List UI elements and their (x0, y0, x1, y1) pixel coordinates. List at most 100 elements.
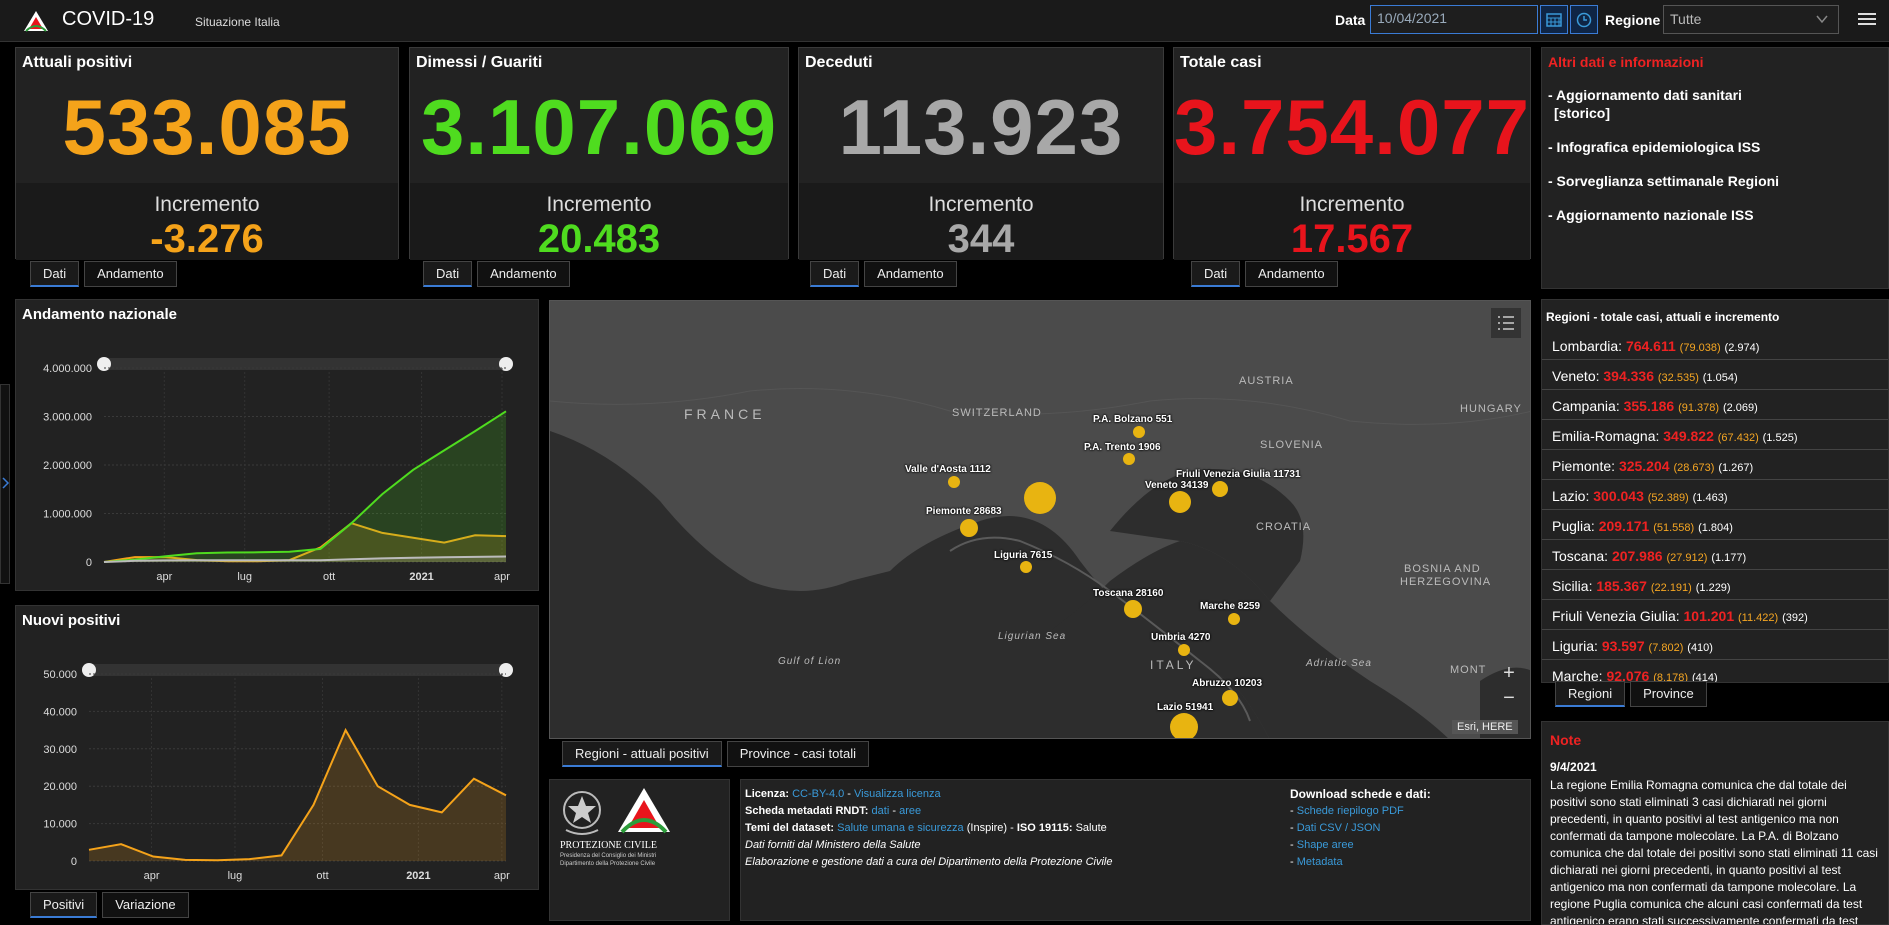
tab-regioni-attuali[interactable]: Regioni - attuali positivi (562, 741, 722, 767)
tab-province-totali[interactable]: Province - casi totali (726, 741, 870, 767)
range-slider-track[interactable] (89, 664, 506, 676)
card-increment-value: 344 (947, 217, 1015, 261)
region-row[interactable]: Friuli Venezia Giulia: 101.201 (11.422) … (1542, 600, 1888, 630)
map-dot-marche[interactable] (1228, 613, 1240, 625)
tab-andamento-attuali-positivi[interactable]: Andamento (84, 261, 177, 287)
map-dot-liguria[interactable] (1020, 561, 1032, 573)
region-select[interactable]: Tutte (1663, 5, 1839, 34)
metadata-aree-link[interactable]: aree (899, 805, 922, 817)
region-name: Veneto: (1552, 368, 1600, 384)
tab-andamento-deceduti[interactable]: Andamento (864, 261, 957, 287)
note-title: Note (1550, 732, 1582, 748)
region-name: Toscana: (1552, 548, 1609, 564)
legend-button[interactable] (1491, 308, 1521, 338)
y-tick-label: 3.000.000 (43, 412, 92, 424)
info-link-aggiornamento[interactable]: - Aggiornamento dati sanitari (1548, 87, 1742, 103)
range-slider-track[interactable] (104, 358, 506, 370)
map-dot-piemonte[interactable] (960, 519, 978, 537)
region-row[interactable]: Campania: 355.186 (91.378) (2.069) (1542, 390, 1888, 420)
region-active: (52.389) (1647, 492, 1689, 504)
region-row[interactable]: Puglia: 209.171 (51.558) (1.804) (1542, 510, 1888, 540)
download-shape-link[interactable]: Shape aree (1296, 839, 1354, 851)
tab-variazione[interactable]: Variazione (102, 892, 189, 918)
region-increment: (392) (1782, 612, 1808, 624)
tab-andamento-totale-casi[interactable]: Andamento (1245, 261, 1338, 287)
region-total: 764.611 (1625, 338, 1676, 354)
range-handle-left[interactable] (82, 663, 96, 677)
tab-dati-attuali-positivi[interactable]: Dati (30, 261, 80, 287)
range-handle-right[interactable] (499, 357, 513, 371)
card-dimessi-guariti: Dimessi / Guariti 3.107.069 Incremento 2… (409, 47, 789, 261)
region-row[interactable]: Emilia-Romagna: 349.822 (67.432) (1.525) (1542, 420, 1888, 450)
tab-positivi[interactable]: Positivi (30, 892, 98, 918)
map-view[interactable]: FRANCE SWITZERLAND AUSTRIA HUNGARY SLOVE… (549, 300, 1531, 739)
card-value: 3.754.077 (1174, 83, 1531, 171)
region-row[interactable]: Piemonte: 325.204 (28.673) (1.267) (1542, 450, 1888, 480)
region-total: 394.336 (1603, 368, 1654, 384)
tab-dati-deceduti[interactable]: Dati (810, 261, 860, 287)
time-button[interactable] (1570, 5, 1598, 34)
card-increment-value: 20.483 (537, 217, 661, 261)
range-handle-left[interactable] (97, 357, 111, 371)
emblem-icon (563, 791, 601, 835)
x-tick-label: 2021 (409, 571, 433, 583)
map-label-hungary: HUNGARY (1460, 403, 1522, 415)
map-city-friuli: Friuli Venezia Giulia 11731 (1176, 469, 1301, 480)
license-link[interactable]: CC-BY-4.0 (792, 788, 845, 800)
date-input[interactable]: 10/04/2021 (1370, 5, 1538, 34)
x-tick-label: ott (316, 870, 328, 882)
map-dot-lazio[interactable] (1170, 713, 1198, 738)
region-active: (67.432) (1717, 432, 1759, 444)
region-row[interactable]: Veneto: 394.336 (32.535) (1.054) (1542, 360, 1888, 390)
region-row[interactable]: Sicilia: 185.367 (22.191) (1.229) (1542, 570, 1888, 600)
tab-province[interactable]: Province (1630, 681, 1707, 707)
temi-link[interactable]: Salute umana e sicurezza (837, 822, 964, 834)
side-panel-handle[interactable] (0, 384, 10, 584)
download-pdf-link[interactable]: Schede riepilogo PDF (1296, 805, 1404, 817)
y-tick-label: 1.000.000 (43, 509, 92, 521)
nuovi-positivi-title: Nuovi positivi (22, 612, 121, 629)
map-dot-friuli[interactable] (1212, 481, 1228, 497)
info-link-storico[interactable]: [storico] (1554, 105, 1610, 121)
region-name: Piemonte: (1552, 458, 1616, 474)
region-row[interactable]: Lombardia: 764.611 (79.038) (2.974) (1542, 330, 1888, 360)
region-name: Lazio: (1552, 488, 1590, 504)
date-label: Data (1335, 12, 1366, 28)
info-link-infografica[interactable]: - Infografica epidemiologica ISS (1548, 139, 1761, 155)
license-label: Licenza: (745, 788, 790, 800)
menu-button[interactable] (1858, 10, 1876, 28)
map-dot-toscana[interactable] (1124, 600, 1142, 618)
region-name: Lombardia: (1552, 338, 1623, 354)
map-dot-trento[interactable] (1123, 453, 1135, 465)
x-tick-label: lug (228, 870, 243, 882)
map-dot-abruzzo[interactable] (1222, 690, 1238, 706)
download-metadata-link[interactable]: Metadata (1296, 856, 1343, 868)
info-link-nazionale-iss[interactable]: - Aggiornamento nazionale ISS (1548, 207, 1754, 223)
map-dot-lombardia[interactable] (1024, 482, 1056, 514)
tab-dati-dimessi-guariti[interactable]: Dati (423, 261, 473, 287)
range-handle-right[interactable] (499, 663, 513, 677)
andamento-panel: Andamento nazionale 4.000.000 3.000.000 2.… (15, 299, 539, 591)
map-label-bosnia: BOSNIA AND (1404, 563, 1481, 575)
map-dot-veneto[interactable] (1169, 491, 1191, 513)
zoom-in-button[interactable]: + (1503, 662, 1515, 684)
view-license-link[interactable]: Visualizza licenza (854, 788, 941, 800)
map-label-adriatic-sea: Adriatic Sea (1306, 658, 1372, 669)
region-row[interactable]: Toscana: 207.986 (27.912) (1.177) (1542, 540, 1888, 570)
zoom-out-button[interactable]: − (1503, 687, 1515, 709)
region-row[interactable]: Marche: 92.076 (8.178) (414) (1542, 660, 1888, 682)
metadata-dati-link[interactable]: dati (871, 805, 890, 817)
region-row[interactable]: Lazio: 300.043 (52.389) (1.463) (1542, 480, 1888, 510)
tab-regioni[interactable]: Regioni (1555, 681, 1626, 707)
x-tick-label: lug (237, 571, 252, 583)
calendar-button[interactable] (1540, 5, 1568, 34)
download-csv-link[interactable]: Dati CSV / JSON (1296, 822, 1381, 834)
region-row[interactable]: Liguria: 93.597 (7.802) (410) (1542, 630, 1888, 660)
map-dot-valle-daosta[interactable] (948, 476, 960, 488)
tab-andamento-dimessi-guariti[interactable]: Andamento (477, 261, 570, 287)
info-link-sorveglianza[interactable]: - Sorveglianza settimanale Regioni (1548, 173, 1780, 189)
tab-dati-totale-casi[interactable]: Dati (1191, 261, 1241, 287)
map-dot-bolzano[interactable] (1133, 426, 1145, 438)
map-dot-umbria[interactable] (1178, 644, 1190, 656)
x-tick-label: ott (323, 571, 335, 583)
